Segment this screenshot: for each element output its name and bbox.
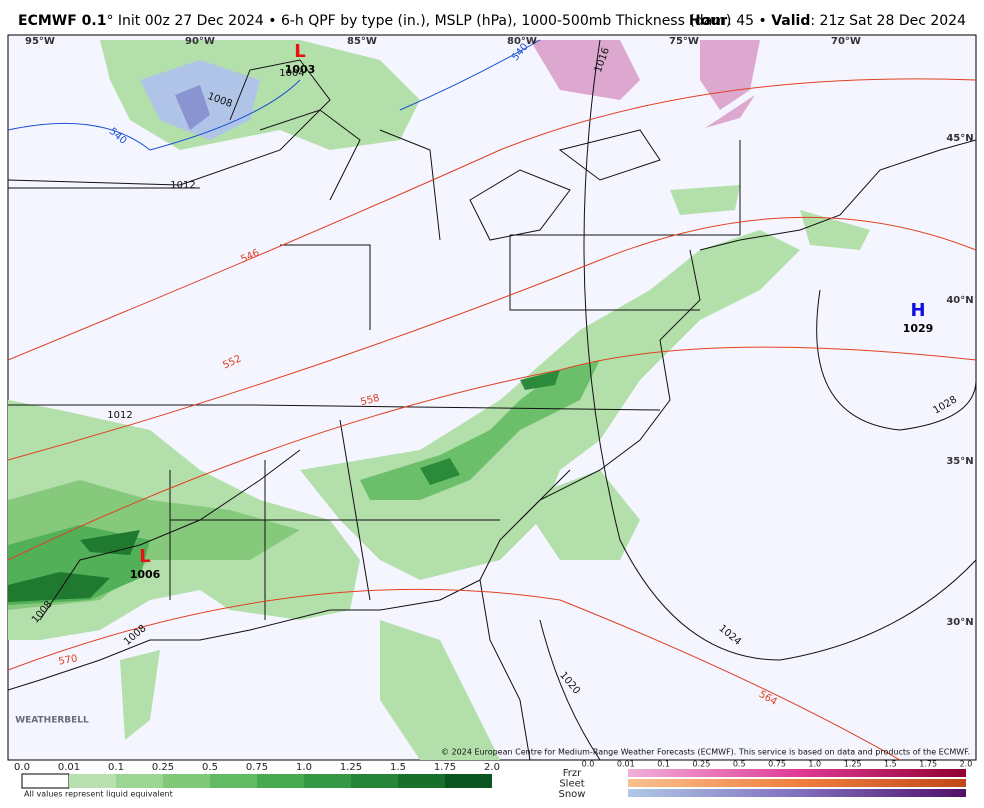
- header-title: ECMWF 0.1° Init 00z 27 Dec 2024 • 6-h QP…: [18, 13, 731, 29]
- ptype-tick-label: 0.1: [657, 760, 670, 769]
- rain-tick-label: 0.0: [14, 762, 30, 773]
- map-content: [8, 39, 976, 760]
- latitude-label: 35°N: [946, 456, 973, 467]
- thickness-label: 570: [58, 653, 79, 667]
- swatch: [351, 774, 398, 788]
- rain-tick-label: 0.75: [246, 762, 268, 773]
- isobar-label: 1012: [170, 180, 195, 191]
- frzr-bar: [628, 769, 966, 777]
- ptype-tick-label: 0.0: [582, 760, 595, 769]
- swatch: [257, 774, 304, 788]
- map: [7, 34, 977, 761]
- latitude-label: 40°N: [946, 295, 973, 306]
- map-frame: [7, 34, 977, 761]
- ptype-swatches: [628, 769, 966, 797]
- swatch: [116, 774, 163, 788]
- longitude-label: 95°W: [25, 36, 55, 47]
- swatch: [398, 774, 445, 788]
- ptype-tick-label: 1.75: [919, 760, 937, 769]
- ptype-tick-label: 1.25: [844, 760, 862, 769]
- ptype-label: Frzr: [563, 768, 582, 779]
- longitude-label: 75°W: [669, 36, 699, 47]
- ptype-tick-label: 1.5: [884, 760, 897, 769]
- rain-tick-label: 0.5: [202, 762, 218, 773]
- isobars: [8, 39, 976, 760]
- ptype-tick-label: 1.0: [808, 760, 821, 769]
- rain-tick-label: 1.25: [340, 762, 362, 773]
- longitude-label: 80°W: [507, 36, 537, 47]
- state-line: [8, 140, 741, 620]
- precip: [8, 40, 870, 760]
- swatch: [210, 774, 257, 788]
- valid-label: Valid: [771, 13, 810, 29]
- snow-bar: [628, 789, 966, 797]
- swatch: [21, 773, 70, 789]
- copyright: © 2024 European Centre for Medium-Range …: [441, 748, 970, 757]
- hour-value: : 45 •: [727, 13, 771, 29]
- rain-area: [360, 360, 600, 500]
- longitude-label: 70°W: [831, 36, 861, 47]
- pressure-center-value: 1006: [130, 568, 161, 581]
- rain-tick-label: 1.75: [434, 762, 456, 773]
- swatch: [163, 774, 210, 788]
- coastline: [8, 579, 481, 691]
- thickness-label: 558: [359, 393, 380, 409]
- header-valid: Hour: 45 • Valid: 21z Sat 28 Dec 2024: [689, 13, 966, 29]
- pressure-center-letter: L: [139, 546, 150, 567]
- thickness-lines-cold: [8, 39, 541, 151]
- description: ° Init 00z 27 Dec 2024 • 6-h QPF by type…: [106, 13, 731, 29]
- coastline: [699, 139, 976, 251]
- latitude-label: 30°N: [946, 617, 973, 628]
- rain-tick-label: 2.0: [484, 762, 500, 773]
- ptype-tick-label: 0.25: [692, 760, 710, 769]
- thickness-lines: [8, 78, 976, 760]
- valid-value: : 21z Sat 28 Dec 2024: [810, 13, 966, 29]
- isobar-label: 1004: [279, 68, 304, 79]
- mixed-area: [530, 40, 760, 128]
- pressure-center-letter: H: [910, 300, 925, 321]
- hour-label: Hour: [689, 13, 727, 29]
- rain-area: [8, 530, 140, 602]
- swatch: [69, 774, 116, 788]
- sleet-bar: [628, 779, 966, 787]
- rain-tick-label: 0.01: [58, 762, 80, 773]
- model: ECMWF 0.1: [18, 13, 106, 29]
- isobar-label: 1012: [107, 410, 132, 421]
- longitude-label: 85°W: [347, 36, 377, 47]
- snow-area: [175, 85, 210, 130]
- latitude-label: 45°N: [946, 133, 973, 144]
- pressure-center-letter: L: [294, 41, 305, 62]
- rain-tick-label: 1.0: [296, 762, 312, 773]
- rain-tick-label: 1.5: [390, 762, 406, 773]
- ptype-tick-label: 2.0: [960, 760, 973, 769]
- ptype-label: Sleet: [559, 779, 584, 790]
- ptype-label: Snow: [559, 789, 586, 800]
- rain-tick-label: 0.1: [108, 762, 124, 773]
- pressure-center-value: 1029: [903, 322, 934, 335]
- rain-tick-label: 0.25: [152, 762, 174, 773]
- longitude-label: 90°W: [185, 36, 215, 47]
- legend: [21, 769, 966, 797]
- legend-note: All values represent liquid equivalent: [24, 790, 173, 799]
- boundaries: [8, 109, 976, 760]
- ptype-tick-label: 0.5: [733, 760, 746, 769]
- swatch: [445, 774, 492, 788]
- lake-shore: [259, 109, 661, 241]
- ptype-tick-label: 0.01: [617, 760, 635, 769]
- coastline: [479, 249, 701, 760]
- swatch: [304, 774, 351, 788]
- watermark: WEATHERBELL: [15, 716, 89, 726]
- ptype-tick-label: 0.75: [768, 760, 786, 769]
- pressure-center-value: 1003: [285, 63, 316, 76]
- rain-area: [420, 370, 560, 485]
